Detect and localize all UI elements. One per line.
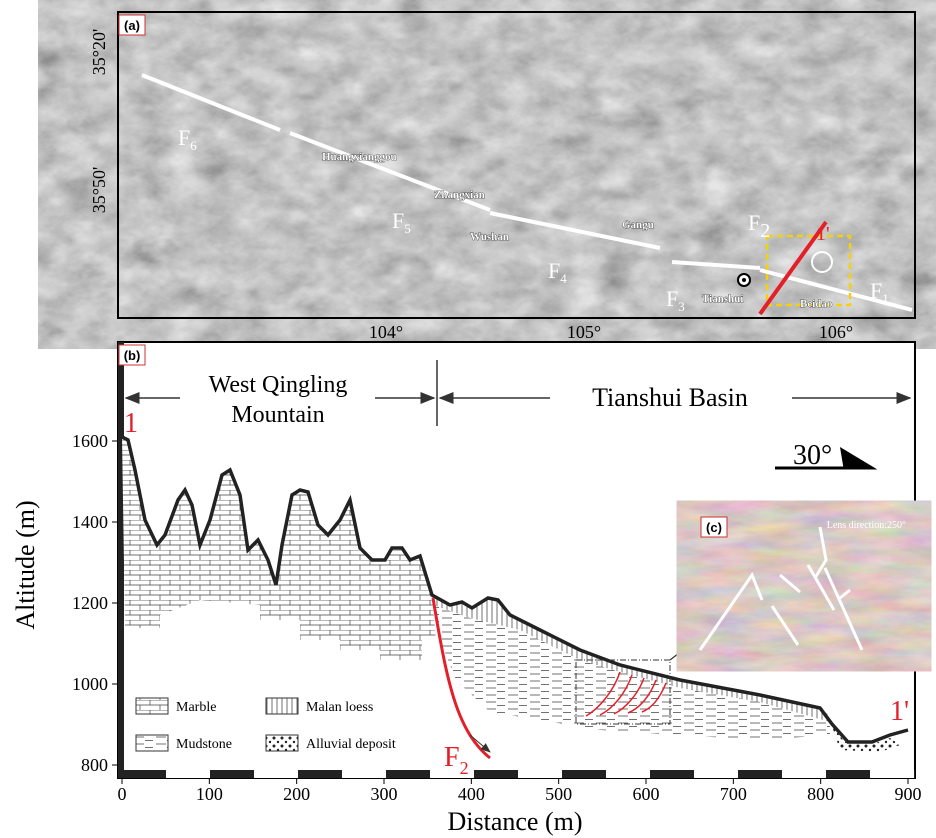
y-tick-label: 1400 — [72, 512, 108, 532]
x-tick-label: 400 — [458, 784, 485, 804]
x-tick-label: 100 — [196, 784, 223, 804]
legend-label: Malan loess — [306, 700, 373, 715]
x-tick-label: 0 — [118, 784, 127, 804]
x-tick-label: 200 — [283, 784, 310, 804]
city-dot — [742, 278, 746, 282]
photo-note: Lens direction:250° — [827, 520, 906, 531]
x-tick-label: 600 — [633, 784, 660, 804]
y-tick-label: 1000 — [72, 674, 108, 694]
place-label: Gangu — [622, 219, 654, 231]
x-tick-label: 300 — [371, 784, 398, 804]
lon-label: 105° — [567, 322, 601, 342]
region-label: Tianshui Basin — [592, 383, 748, 412]
x-tick-label: 900 — [895, 784, 922, 804]
legend-label: Mudstone — [176, 737, 232, 752]
panel-label: (c) — [706, 520, 722, 535]
legend-swatch — [136, 735, 168, 751]
x-axis-title: Distance (m) — [447, 807, 582, 836]
y-tick-label: 1200 — [72, 593, 108, 613]
lon-label: 104° — [369, 322, 403, 342]
section-end-label: 1' — [890, 696, 909, 727]
strike-label: 30° — [793, 440, 832, 471]
place-label: Zhangxian — [434, 189, 485, 201]
x-tick-label: 800 — [807, 784, 834, 804]
legend-label: Alluvial deposit — [306, 737, 396, 752]
legend-swatch — [136, 698, 168, 714]
section-start-label: 1 — [124, 408, 138, 439]
place-label: Huangxianggou — [322, 151, 397, 163]
y-tick-label: 1600 — [72, 431, 108, 451]
legend-swatch — [266, 698, 298, 714]
place-label: Tianshui — [702, 293, 743, 305]
y-tick-label: 800 — [81, 755, 108, 775]
lat-label: 35°50' — [89, 167, 109, 213]
satellite-image — [118, 12, 915, 318]
place-label: Beidao — [800, 298, 833, 310]
region-label: Mountain — [231, 402, 324, 428]
legend-swatch — [266, 735, 298, 751]
panel-label: (a) — [124, 18, 140, 33]
panel-label: (b) — [124, 348, 141, 363]
y-axis-title: Altitude (m) — [11, 500, 40, 629]
x-tick-label: 500 — [545, 784, 572, 804]
legend-label: Marble — [176, 700, 216, 715]
lon-label: 106° — [819, 322, 853, 342]
lat-label: 35°20' — [89, 29, 109, 75]
place-label: Wushan — [470, 231, 509, 243]
panel-b: (c) Lens direction:250° (b) West Qinglin… — [11, 342, 922, 836]
scale-bar — [118, 770, 915, 778]
photo — [698, 515, 910, 657]
figure: (a) 35°20' 35°50' 104° 105° 106° F6 F5 F… — [0, 0, 936, 838]
x-tick-label: 700 — [720, 784, 747, 804]
region-label: West Qingling — [209, 372, 348, 398]
panel-a: (a) 35°20' 35°50' 104° 105° 106° F6 F5 F… — [89, 12, 915, 342]
section-end-label: 1' — [816, 223, 830, 245]
